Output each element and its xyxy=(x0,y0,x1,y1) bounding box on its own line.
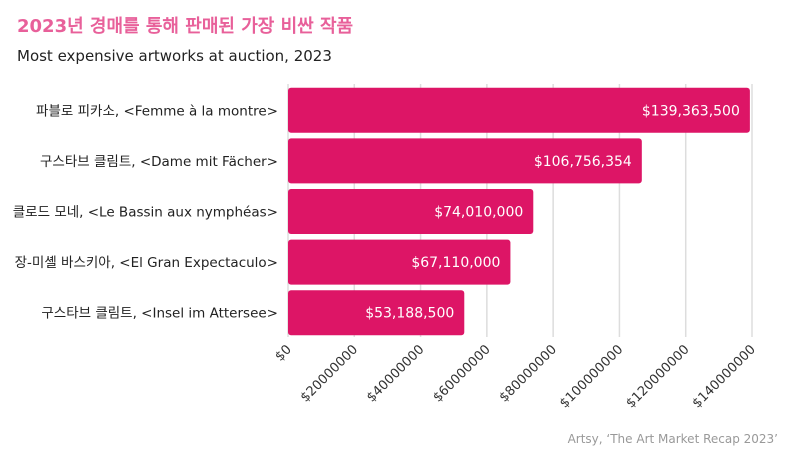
x-tick-label: $80000000 xyxy=(497,342,560,405)
source-note: Artsy, ‘The Art Market Recap 2023’ xyxy=(567,432,778,446)
x-tick-label: $20000000 xyxy=(298,342,361,405)
category-label: 클로드 모네, <Le Bassin aux nymphéas> xyxy=(13,205,278,221)
bar xyxy=(288,290,465,336)
data-label: $67,110,000 xyxy=(411,255,500,271)
x-tick-label: $100000000 xyxy=(557,342,626,411)
category-label: 파블로 피카소, <Femme à la montre> xyxy=(36,103,278,119)
data-label: $74,010,000 xyxy=(434,205,523,221)
data-label: $106,756,354 xyxy=(534,154,632,170)
bar xyxy=(288,189,534,234)
category-label: 구스타브 클림트, <Dame mit Fächer> xyxy=(40,154,278,170)
bar xyxy=(288,138,642,184)
x-tick-label: $120000000 xyxy=(623,342,692,411)
category-label: 구스타브 클림트, <Insel im Attersee> xyxy=(41,306,278,322)
x-tick-label: $0 xyxy=(273,342,295,364)
data-label: $53,188,500 xyxy=(365,306,454,322)
data-label: $139,363,500 xyxy=(642,103,740,119)
x-tick-label: $140000000 xyxy=(690,342,759,411)
chart-title: 2023년 경매를 통해 판매된 가장 비싼 작품 xyxy=(17,16,354,37)
x-tick-label: $60000000 xyxy=(430,342,493,405)
chart-subtitle: Most expensive artworks at auction, 2023 xyxy=(17,47,332,65)
category-label: 장-미셸 바스키아, <El Gran Expectaculo> xyxy=(15,255,278,271)
bar xyxy=(288,87,750,133)
bar xyxy=(288,239,511,285)
x-tick-label: $40000000 xyxy=(364,342,427,405)
